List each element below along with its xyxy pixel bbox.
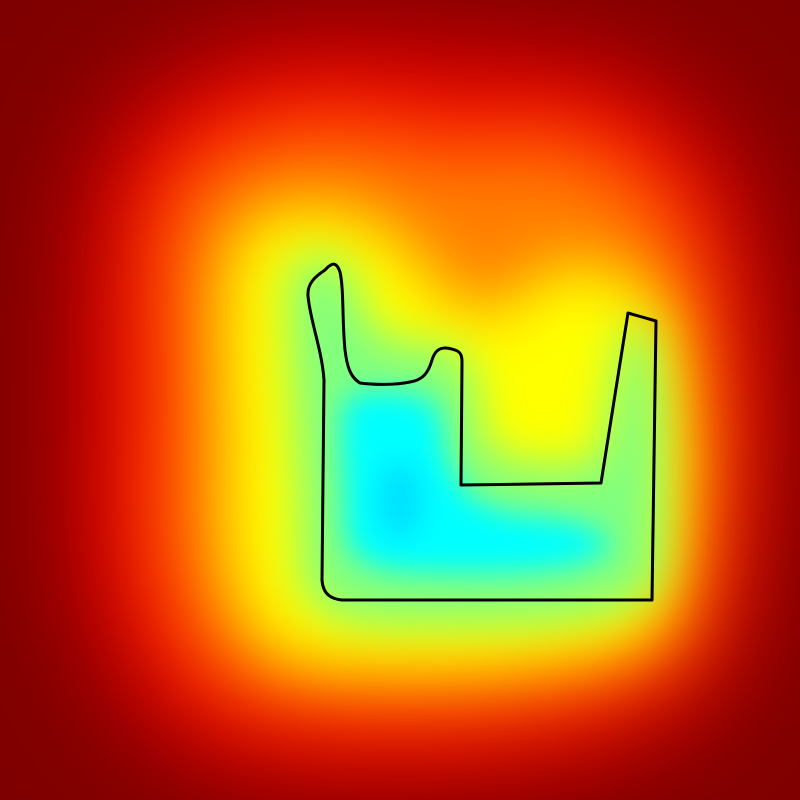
band-blue-core xyxy=(378,460,422,540)
polygon-outline xyxy=(306,262,658,602)
